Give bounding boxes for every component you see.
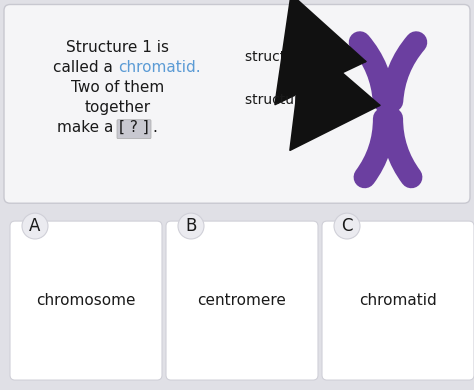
Text: chromosome: chromosome [36,293,136,308]
FancyBboxPatch shape [117,120,151,138]
Text: make a: make a [57,120,118,135]
Text: centromere: centromere [198,293,286,308]
Text: .: . [152,120,157,135]
Text: structure 1: structure 1 [245,50,321,64]
Circle shape [334,213,360,239]
Text: together: together [85,100,151,115]
Text: Two of them: Two of them [72,80,164,95]
FancyBboxPatch shape [166,221,318,380]
Circle shape [22,213,48,239]
Text: called a: called a [53,60,118,75]
FancyBboxPatch shape [4,5,470,203]
Circle shape [178,213,204,239]
Text: Structure 1 is: Structure 1 is [66,40,170,55]
Text: chromatid.: chromatid. [118,60,201,75]
Text: B: B [185,217,197,235]
Text: [ ? ]: [ ? ] [119,120,149,135]
FancyBboxPatch shape [322,221,474,380]
Text: structure 2: structure 2 [245,93,321,107]
FancyBboxPatch shape [10,221,162,380]
Text: chromatid: chromatid [359,293,437,308]
Text: C: C [341,217,353,235]
Text: A: A [29,217,41,235]
